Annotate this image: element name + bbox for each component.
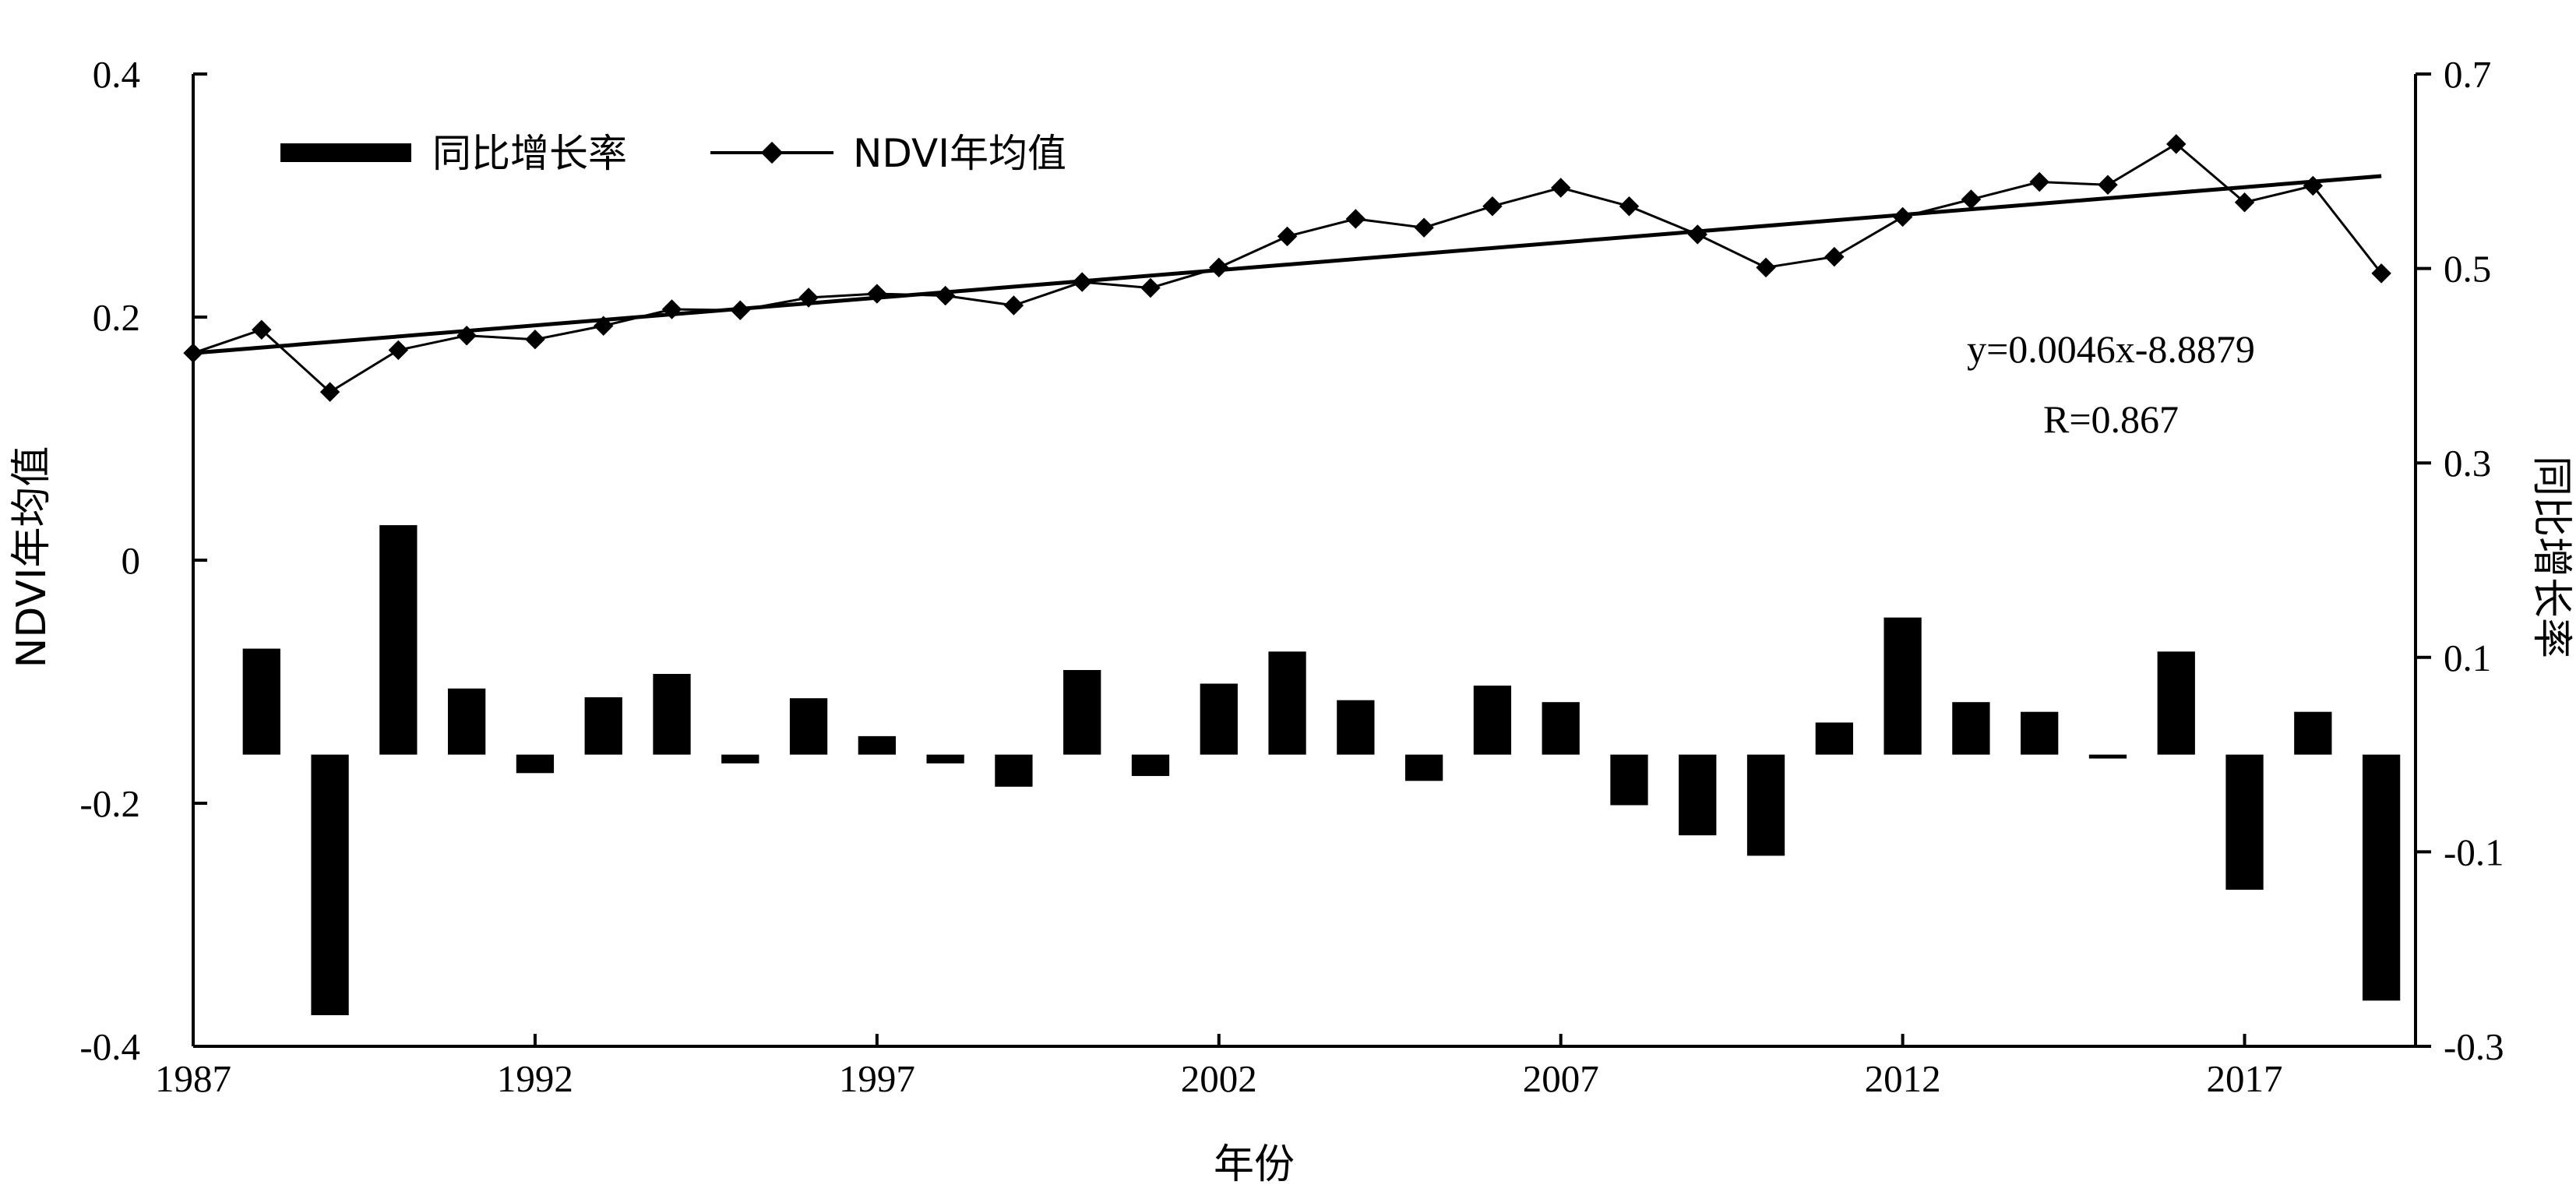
bar-1995: [721, 754, 759, 764]
ndvi-point-2013: [1961, 189, 1982, 210]
ndvi-point-2007: [1550, 178, 1571, 198]
trend-line: [192, 174, 2382, 355]
ndvi-point-2018: [2303, 175, 2324, 196]
bars-layer: [242, 525, 2401, 1016]
ndvi-point-2008: [1619, 196, 1640, 217]
ndvi-point-1997: [867, 284, 887, 304]
bar-2009: [1679, 754, 1717, 836]
ndvi-point-1988: [252, 319, 272, 340]
bar-1992: [516, 754, 555, 774]
y-right-tick-label: 0.5: [2444, 248, 2491, 291]
bar-2001: [1131, 754, 1170, 777]
ndvi-point-2015: [2098, 175, 2118, 195]
ndvi-point-2002: [1209, 257, 1229, 278]
ndvi-point-2004: [1345, 209, 1366, 229]
bar-2007: [1542, 702, 1580, 755]
bar-1998: [926, 754, 964, 764]
bar-1993: [584, 697, 622, 755]
legend-bar-swatch: [280, 143, 411, 162]
bar-2002: [1200, 683, 1238, 755]
bar-2003: [1268, 651, 1306, 755]
trend-annotation: y=0.0046x-8.8879 R=0.867: [1967, 327, 2255, 441]
bar-2010: [1746, 754, 1785, 856]
ndvi-point-2005: [1414, 217, 1434, 238]
y-left-tick-label: 0.4: [93, 53, 140, 96]
x-tick-label: 2017: [2207, 1057, 2283, 1100]
ndvi-point-1991: [456, 325, 477, 346]
bar-2013: [1952, 702, 1990, 755]
ndvi-point-1990: [388, 340, 409, 361]
y-right-tick-label: 0.3: [2444, 442, 2491, 485]
bar-1990: [379, 525, 418, 755]
ndvi-point-1993: [593, 316, 614, 336]
ndvi-point-1998: [935, 285, 956, 306]
bar-1991: [447, 688, 486, 755]
axes-layer: 1987 1992 1997 2002 2007 2012 2017 0.4 0.2 0 -0.2 -…: [79, 53, 2504, 1100]
y-left-tick-label: -0.2: [79, 782, 140, 825]
bar-2015: [2088, 754, 2127, 759]
y-right-tick-label: 0.1: [2444, 637, 2491, 679]
bar-1996: [789, 698, 828, 755]
y-axis-right-title: 同比增长率: [2528, 456, 2574, 658]
legend-line-label: NDVI年均值: [853, 131, 1066, 176]
legend-bar-label: 同比增长率: [432, 131, 627, 176]
ndvi-point-2011: [1824, 246, 1845, 267]
ndvi-point-1994: [661, 299, 682, 319]
ndvi-point-2003: [1277, 226, 1298, 247]
bar-2011: [1815, 722, 1853, 755]
legend: 同比增长率 NDVI年均值: [280, 131, 1066, 176]
bar-2017: [2225, 754, 2264, 890]
bar-2005: [1404, 754, 1443, 781]
y-axis-left-title: NDVI年均值: [9, 446, 55, 668]
x-axis-title: 年份: [1214, 1141, 1295, 1188]
bar-2014: [2021, 711, 2059, 755]
bar-2006: [1473, 685, 1512, 755]
x-tick-label: 1987: [155, 1057, 231, 1100]
x-tick-label: 1992: [497, 1057, 573, 1100]
legend-line-marker: [760, 141, 784, 164]
ndvi-point-2014: [2029, 171, 2049, 192]
y-left-tick-label: 0.2: [93, 296, 140, 339]
correlation-value: R=0.867: [2043, 397, 2179, 441]
bar-2000: [1063, 670, 1101, 755]
ndvi-point-2019: [2371, 263, 2391, 284]
y-right-tick-label: 0.7: [2444, 53, 2491, 96]
x-tick-label: 2007: [1523, 1057, 1599, 1100]
bar-1989: [311, 754, 349, 1016]
bar-2008: [1610, 754, 1648, 806]
y-right-tick-label: -0.3: [2444, 1025, 2504, 1068]
y-left-tick-label: -0.4: [79, 1025, 140, 1068]
bar-1997: [858, 735, 896, 755]
bar-2018: [2294, 711, 2332, 755]
ndvi-point-1987: [183, 343, 203, 363]
ndvi-point-1999: [1003, 295, 1024, 316]
ndvi-point-2006: [1482, 196, 1503, 217]
y-left-tick-label: 0: [122, 539, 141, 582]
ndvi-point-1989: [319, 382, 340, 402]
bar-2012: [1884, 617, 1922, 755]
x-tick-label: 1997: [839, 1057, 915, 1100]
ndvi-point-2012: [1892, 206, 1913, 227]
bar-1988: [242, 648, 280, 755]
bar-2019: [2362, 754, 2401, 1001]
x-tick-label: 2012: [1865, 1057, 1941, 1100]
ndvi-point-2001: [1140, 277, 1161, 298]
bar-2004: [1337, 700, 1375, 755]
y-right-tick-label: -0.1: [2444, 831, 2504, 873]
bar-1994: [653, 674, 691, 755]
ndvi-point-2000: [1072, 272, 1092, 292]
ndvi-point-1992: [525, 329, 545, 350]
x-tick-label: 2002: [1181, 1057, 1257, 1100]
bar-2016: [2157, 651, 2195, 755]
ndvi-point-2010: [1756, 257, 1776, 278]
ndvi-point-1995: [730, 300, 751, 320]
ndvi-point-2009: [1687, 224, 1707, 245]
regression-equation: y=0.0046x-8.8879: [1967, 327, 2255, 371]
bar-1999: [995, 754, 1033, 787]
